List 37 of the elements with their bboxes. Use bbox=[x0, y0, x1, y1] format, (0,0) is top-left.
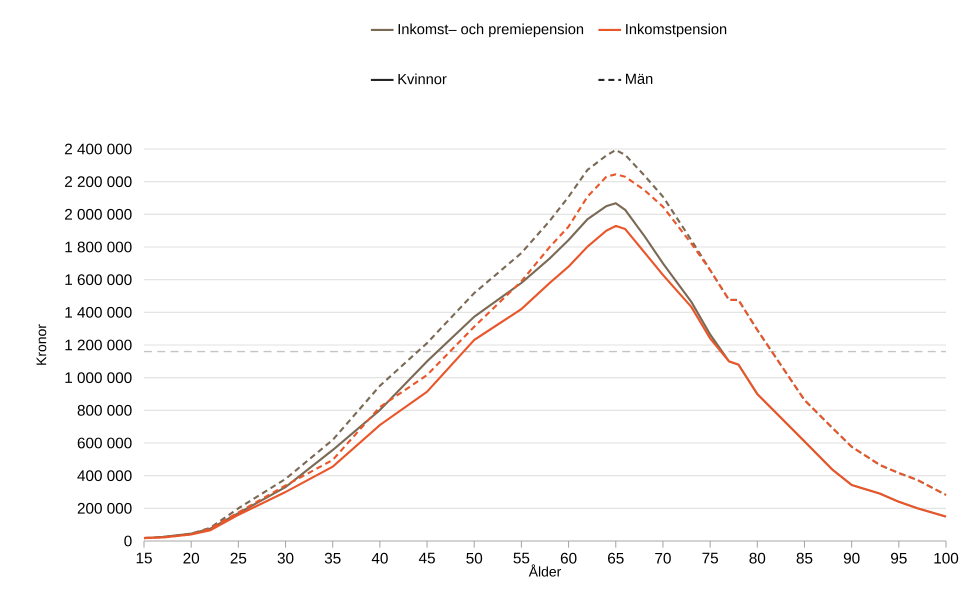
x-tick-label: 95 bbox=[891, 552, 907, 564]
x-tick-label: 90 bbox=[844, 552, 860, 564]
y-tick-label: 0 bbox=[124, 536, 132, 546]
y-tick-label: 1 400 000 bbox=[65, 306, 132, 318]
x-tick-label: 20 bbox=[183, 552, 200, 564]
y-tick-label: 2 400 000 bbox=[65, 144, 132, 154]
y-tick-label: 600 000 bbox=[78, 438, 132, 448]
x-tick-label: 80 bbox=[749, 552, 766, 564]
x-axis-title: Ålder bbox=[528, 564, 562, 577]
x-tick-label: 35 bbox=[324, 552, 341, 564]
y-axis-title: Kronor bbox=[36, 324, 46, 365]
x-tick-label: 45 bbox=[418, 552, 435, 564]
text: Kvinnor bbox=[398, 74, 447, 84]
y-tick-label: 1 000 000 bbox=[65, 372, 132, 384]
y-tick-label: 1 200 000 bbox=[65, 340, 132, 350]
y-tick-label: 800 000 bbox=[78, 404, 132, 416]
y-tick-label: 1 600 000 bbox=[65, 274, 132, 286]
x-tick-label: 40 bbox=[372, 552, 388, 564]
x-tick-label: 15 bbox=[136, 552, 152, 564]
x-tick-label: 70 bbox=[655, 552, 671, 564]
y-tick-label: 200 000 bbox=[78, 502, 132, 514]
text: Män bbox=[626, 74, 652, 84]
y-tick-label: 2 000 000 bbox=[65, 208, 132, 220]
legend-label: Inkomstpension bbox=[626, 24, 726, 38]
x-tick-label: 100 bbox=[934, 552, 958, 564]
y-tick-label: 2 200 000 bbox=[65, 176, 132, 188]
x-tick-label: 75 bbox=[702, 552, 718, 564]
x-tick-label: 30 bbox=[278, 552, 294, 564]
x-tick-label: 55 bbox=[514, 552, 530, 564]
x-tick-label: 85 bbox=[796, 552, 812, 564]
x-tick-label: 50 bbox=[466, 552, 482, 564]
legend-label: Inkomst– och premiepension bbox=[398, 24, 584, 38]
x-tick-label: 60 bbox=[560, 552, 576, 564]
x-tick-label: 25 bbox=[230, 552, 246, 564]
y-tick-label: 400 000 bbox=[77, 470, 132, 482]
y-tick-label: 1 800 000 bbox=[65, 242, 132, 252]
x-tick-label: 65 bbox=[608, 552, 624, 564]
